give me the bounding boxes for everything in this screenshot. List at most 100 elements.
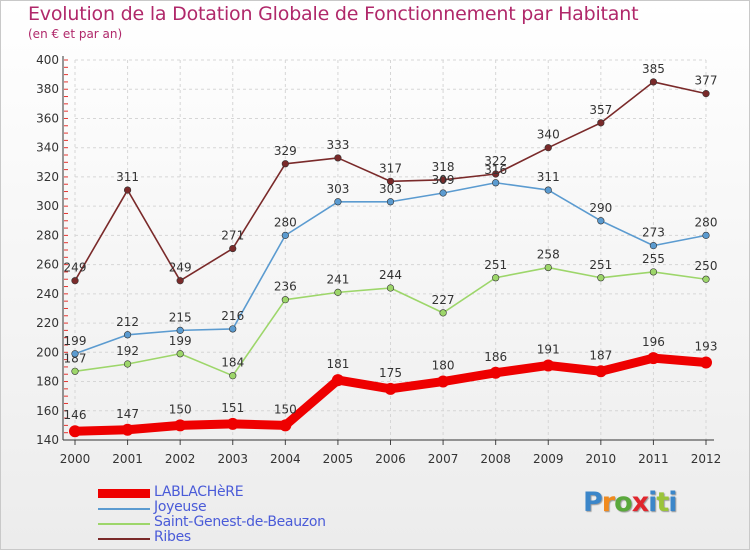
data-point-ribes — [386, 177, 395, 185]
data-label-saint-genest-de-beauzon: 227 — [432, 293, 455, 307]
logo-letter: o — [614, 487, 633, 518]
x-tick-label: 2010 — [586, 452, 617, 466]
data-label-ribes: 249 — [64, 261, 87, 275]
data-label-saint-genest-de-beauzon: 251 — [484, 258, 507, 272]
data-label-joyeuse: 309 — [432, 173, 455, 187]
data-point-joyeuse — [597, 217, 605, 225]
logo-letter: x — [631, 487, 649, 518]
data-point-joyeuse — [544, 186, 552, 194]
data-point-ribes — [281, 160, 289, 168]
proxiti-logo: Proxiti — [583, 487, 678, 518]
data-label-joyeuse: 280 — [695, 215, 718, 229]
x-tick-label: 2007 — [428, 452, 459, 466]
data-point-lablachere — [647, 352, 660, 365]
data-point-saint-genest-de-beauzon — [649, 268, 658, 276]
data-point-ribes — [492, 170, 500, 178]
data-label-saint-genest-de-beauzon: 184 — [221, 356, 244, 370]
y-tick-label: 340 — [36, 141, 59, 155]
data-point-saint-genest-de-beauzon — [597, 274, 605, 282]
x-tick-label: 2008 — [480, 452, 511, 466]
data-label-ribes: 340 — [537, 128, 560, 142]
data-point-lablachere — [384, 382, 397, 395]
data-label-saint-genest-de-beauzon: 187 — [64, 351, 87, 365]
data-label-joyeuse: 280 — [274, 215, 297, 229]
data-point-lablachere — [121, 423, 134, 436]
data-point-ribes — [334, 154, 342, 162]
data-point-lablachere — [279, 419, 292, 432]
data-point-lablachere — [174, 419, 187, 432]
data-point-saint-genest-de-beauzon — [123, 360, 132, 368]
data-point-saint-genest-de-beauzon — [176, 350, 184, 358]
y-tick-label: 240 — [36, 287, 59, 301]
data-point-saint-genest-de-beauzon — [71, 367, 79, 375]
data-point-saint-genest-de-beauzon — [334, 288, 342, 296]
legend-label-ribes: Ribes — [154, 529, 191, 545]
data-label-lablachere: 150 — [274, 402, 297, 416]
data-point-lablachere — [226, 417, 239, 430]
data-label-joyeuse: 316 — [484, 163, 507, 177]
data-label-lablachere: 146 — [64, 408, 87, 422]
data-label-lablachere: 187 — [589, 348, 612, 362]
data-point-saint-genest-de-beauzon — [229, 372, 237, 380]
x-tick-label: 2009 — [533, 452, 564, 466]
data-point-joyeuse — [702, 231, 710, 239]
x-tick-label: 2011 — [638, 452, 669, 466]
y-tick-label: 260 — [36, 258, 59, 272]
x-tick-label: 2006 — [375, 452, 406, 466]
data-label-lablachere: 191 — [537, 342, 560, 356]
y-tick-label: 280 — [36, 228, 59, 242]
data-point-ribes — [702, 90, 710, 98]
data-label-saint-genest-de-beauzon: 199 — [169, 334, 192, 348]
data-label-joyeuse: 303 — [326, 182, 349, 196]
data-label-lablachere: 181 — [326, 357, 349, 371]
data-label-ribes: 333 — [326, 138, 349, 152]
series-ribes: 249 311 249 271 329 333 317 318 322 340 357 385 377 — [64, 62, 718, 285]
logo-letter: i — [648, 487, 657, 518]
data-label-ribes: 377 — [695, 74, 718, 88]
chart-title: Evolution de la Dotation Globale de Fonc… — [28, 3, 639, 25]
data-point-ribes — [176, 277, 184, 285]
y-tick-label: 360 — [36, 111, 59, 125]
data-label-saint-genest-de-beauzon: 258 — [537, 248, 560, 262]
data-point-lablachere — [594, 365, 607, 378]
logo-letter: P — [583, 487, 603, 518]
data-point-ribes — [439, 176, 447, 184]
data-label-saint-genest-de-beauzon: 250 — [695, 259, 718, 273]
data-point-joyeuse — [386, 198, 395, 206]
data-point-ribes — [597, 119, 605, 127]
data-point-joyeuse — [229, 325, 237, 333]
data-label-lablachere: 147 — [116, 407, 139, 421]
chart-subtitle: (en € et par an) — [28, 27, 123, 41]
x-tick-label: 2001 — [112, 452, 143, 466]
logo-letter: t — [656, 487, 669, 518]
legend-swatch-lablachere — [98, 489, 150, 498]
x-tick-label: 2005 — [323, 452, 354, 466]
data-point-saint-genest-de-beauzon — [439, 309, 447, 317]
x-tick-label: 2003 — [217, 452, 248, 466]
data-label-saint-genest-de-beauzon: 241 — [326, 272, 349, 286]
data-point-ribes — [229, 244, 237, 253]
data-label-lablachere: 186 — [484, 350, 507, 364]
data-point-joyeuse — [334, 198, 342, 206]
data-point-joyeuse — [281, 231, 289, 239]
data-label-joyeuse: 290 — [589, 201, 612, 215]
y-tick-label: 380 — [36, 82, 59, 96]
data-point-ribes — [544, 144, 552, 152]
data-point-lablachere — [542, 359, 555, 372]
x-tick-label: 2000 — [60, 452, 91, 466]
y-tick-label: 180 — [36, 375, 59, 389]
legend-label-joyeuse: Joyeuse — [154, 499, 207, 515]
data-point-joyeuse — [439, 189, 447, 197]
data-point-lablachere — [437, 375, 450, 388]
series-lablachere: 146 147 150 151 150 181 175 180 186 191 187 196 193 — [64, 335, 717, 438]
data-point-joyeuse — [176, 326, 184, 334]
data-label-lablachere: 196 — [642, 335, 665, 349]
data-label-ribes: 317 — [379, 161, 402, 175]
data-label-ribes: 322 — [484, 154, 507, 168]
data-label-joyeuse: 273 — [642, 226, 665, 240]
data-label-lablachere: 180 — [432, 359, 455, 373]
y-tick-label: 200 — [36, 345, 59, 359]
data-point-lablachere — [489, 366, 502, 379]
data-point-ribes — [649, 78, 658, 86]
